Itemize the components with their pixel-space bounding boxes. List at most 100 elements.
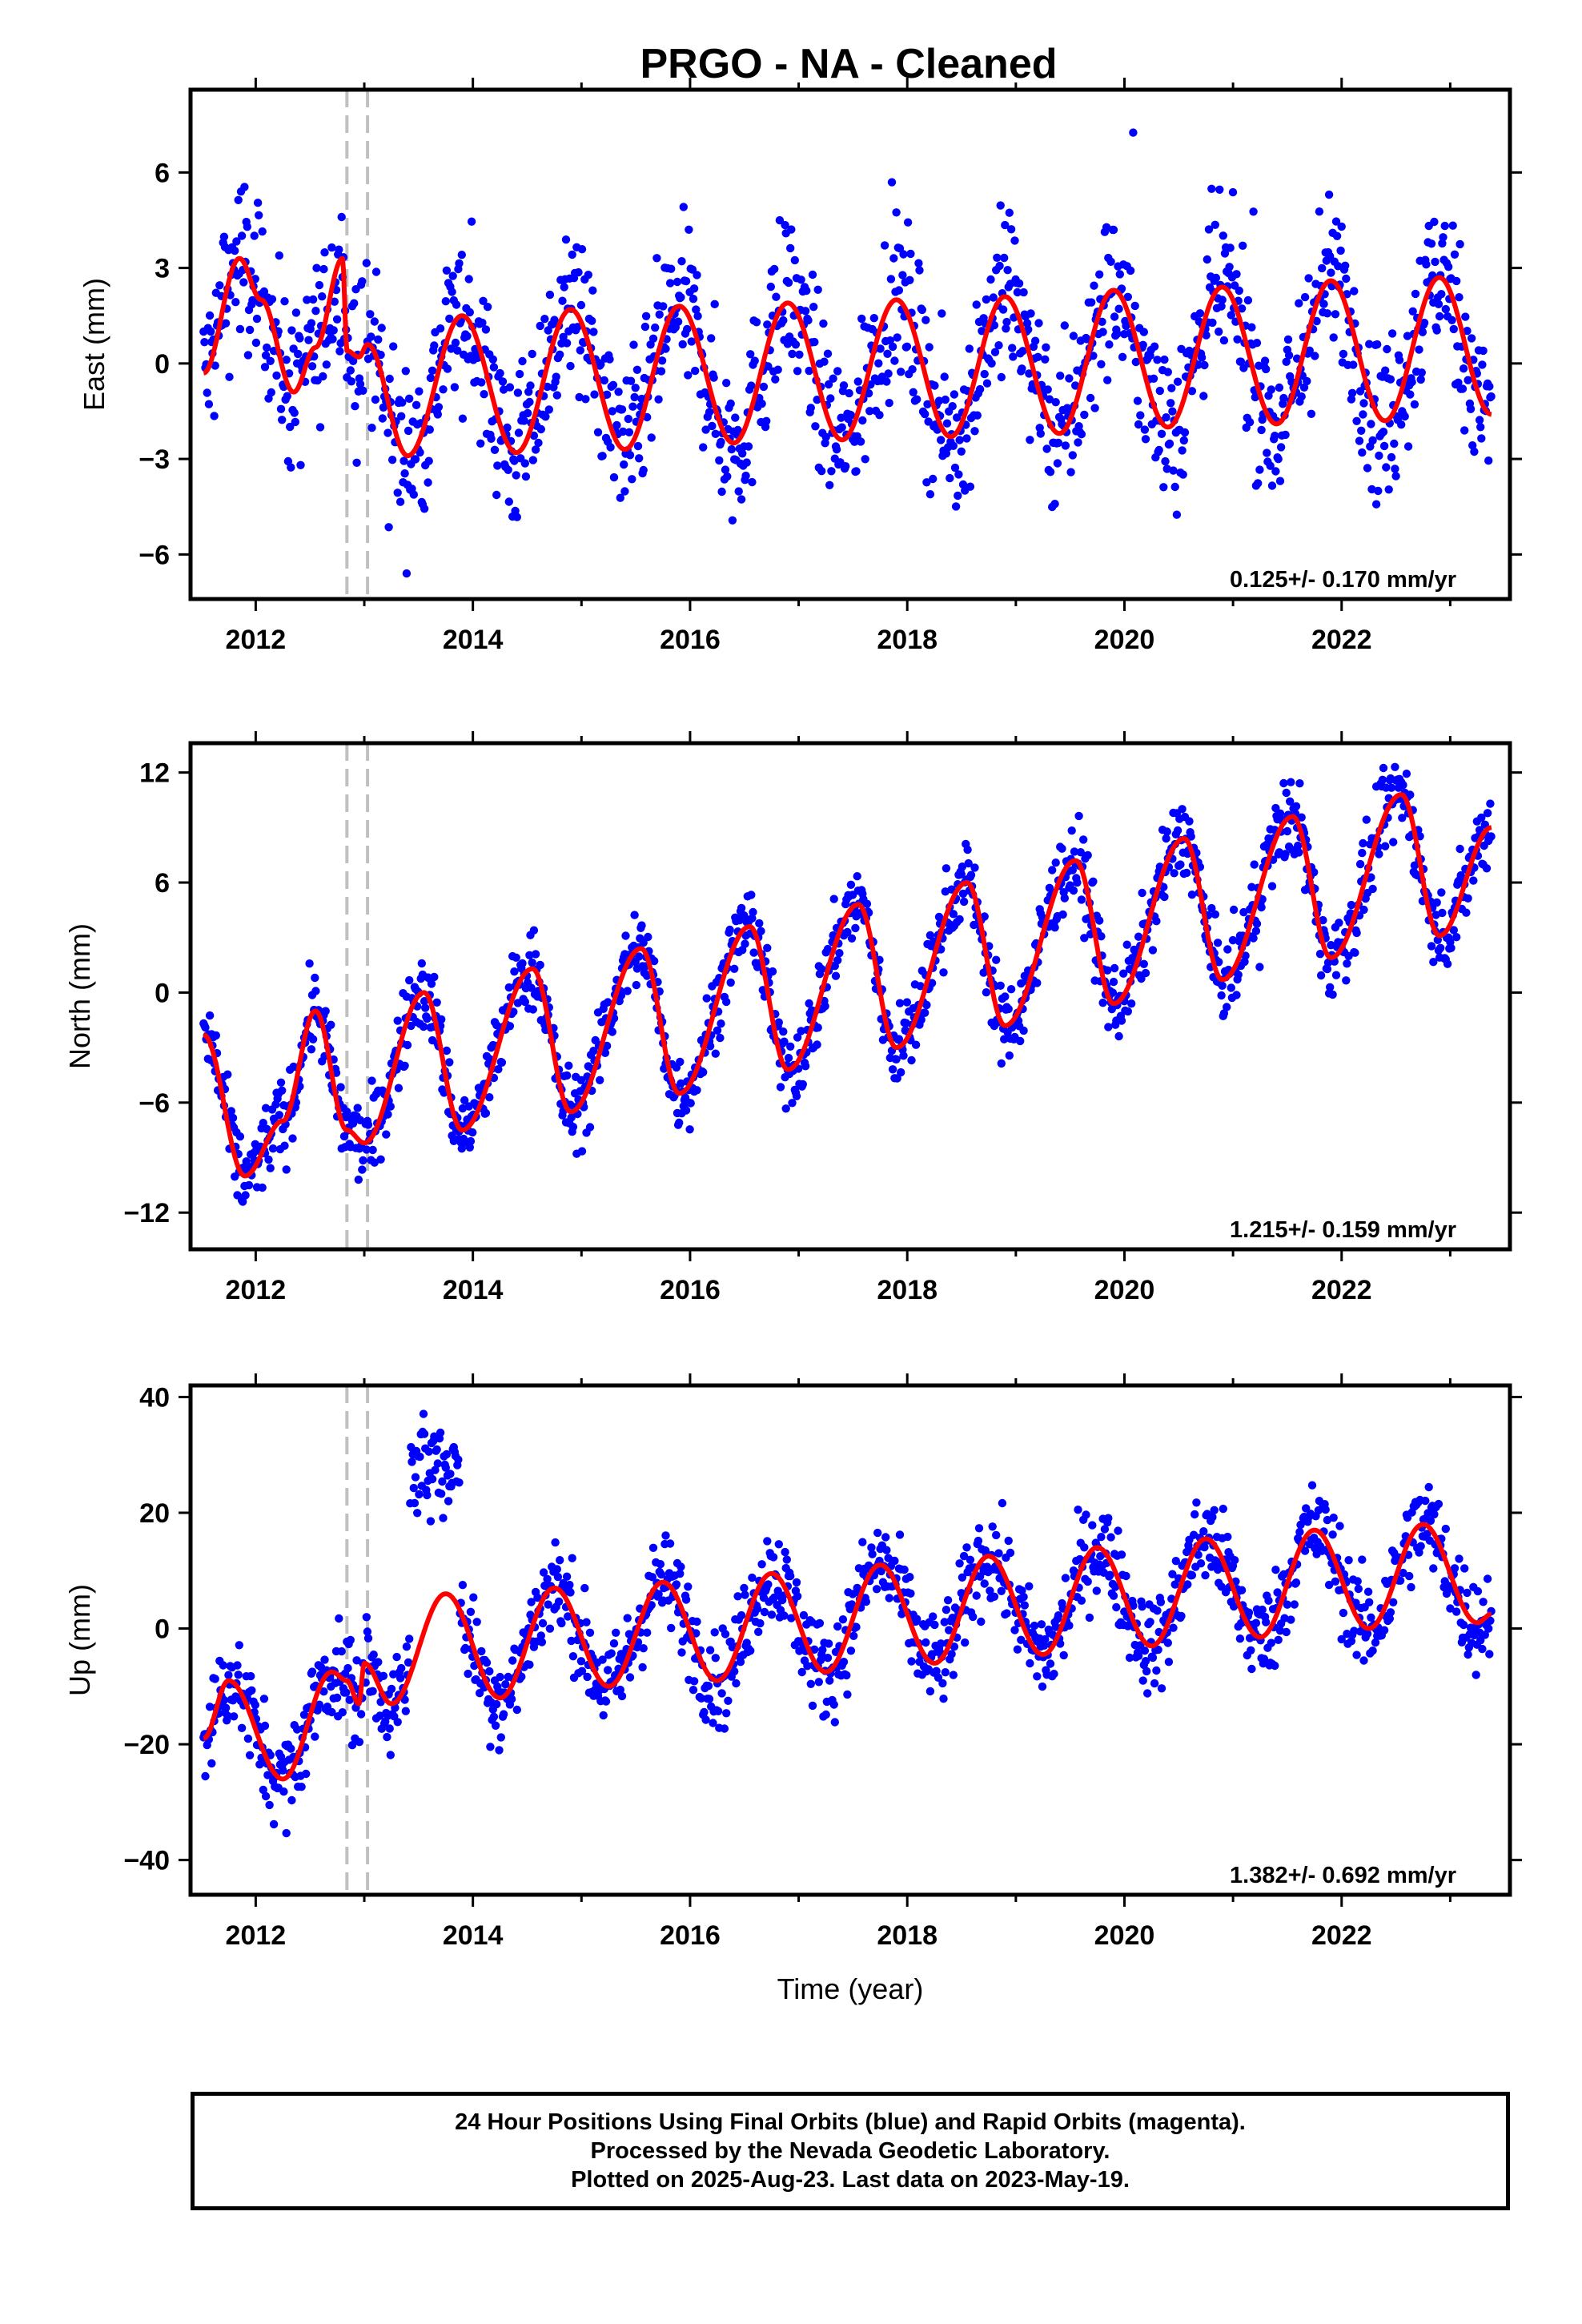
observation-point	[494, 1065, 503, 1074]
observation-point	[710, 1628, 719, 1637]
observation-point	[286, 422, 295, 432]
observation-point	[1480, 1630, 1490, 1639]
observation-point	[717, 1019, 725, 1028]
observation-point	[710, 300, 719, 308]
observation-point	[512, 953, 520, 963]
observation-point	[576, 346, 584, 355]
observation-point	[939, 1695, 948, 1703]
observation-point	[1002, 1609, 1011, 1618]
observation-point	[260, 1721, 270, 1731]
observation-point	[823, 1654, 833, 1663]
observation-point	[1054, 1611, 1063, 1620]
observation-point	[901, 1019, 911, 1027]
observation-point	[677, 1648, 686, 1657]
observation-point	[294, 349, 303, 359]
observation-point	[1331, 971, 1341, 979]
observation-point	[409, 490, 418, 499]
observation-point	[730, 964, 739, 974]
observation-point	[824, 1639, 833, 1648]
observation-point	[247, 1671, 255, 1681]
observation-point	[988, 1522, 997, 1531]
observation-point	[781, 220, 789, 230]
observation-point	[1022, 319, 1032, 328]
observation-point	[269, 1819, 279, 1829]
observation-point	[657, 356, 667, 365]
observation-point	[996, 201, 1005, 210]
observation-point	[1026, 1659, 1034, 1668]
observation-point	[774, 1540, 783, 1549]
observation-point	[1455, 293, 1464, 302]
observation-point	[540, 315, 549, 324]
observation-point	[825, 480, 834, 489]
observation-point	[453, 346, 462, 355]
observation-point	[1187, 891, 1197, 899]
observation-point	[845, 388, 853, 398]
observation-point	[1417, 368, 1427, 377]
observation-point	[287, 1744, 295, 1753]
observation-point	[972, 1591, 981, 1600]
velocity-rate-label: 1.382+/- 0.692 mm/yr	[1230, 1863, 1456, 1888]
observation-point	[448, 271, 457, 280]
observation-point	[288, 1134, 297, 1143]
observation-point	[1162, 834, 1170, 843]
observation-point	[454, 1455, 463, 1464]
observation-point	[1484, 456, 1493, 465]
observation-point	[1080, 934, 1089, 943]
observation-point	[853, 872, 861, 881]
observation-point	[725, 925, 734, 935]
observation-point	[780, 1611, 789, 1620]
observation-point	[311, 1732, 319, 1741]
observation-point	[1280, 1614, 1289, 1622]
observation-point	[872, 1585, 881, 1594]
observation-point	[343, 1663, 352, 1673]
observation-point	[1283, 826, 1292, 836]
observation-point	[1058, 910, 1067, 919]
observation-point	[1138, 340, 1147, 349]
x-tick-label: 2014	[443, 1275, 504, 1305]
observation-point	[717, 437, 725, 447]
observation-point	[929, 1612, 938, 1621]
observation-point	[963, 845, 972, 854]
observation-point	[1363, 1629, 1372, 1638]
observation-point	[1219, 231, 1228, 240]
observation-point	[1427, 239, 1436, 248]
observation-point	[1452, 1607, 1461, 1616]
observation-point	[709, 1719, 717, 1727]
observation-point	[781, 1547, 789, 1557]
observation-point	[590, 390, 599, 399]
observation-point	[1157, 429, 1166, 438]
observation-point	[1449, 926, 1459, 935]
observation-point	[577, 1667, 587, 1675]
observation-point	[1182, 1547, 1191, 1557]
panel-frame	[188, 87, 1512, 601]
observation-point	[1195, 309, 1205, 318]
observation-point	[576, 300, 586, 310]
observation-point	[1250, 860, 1259, 869]
observation-point	[508, 1656, 517, 1665]
observation-point	[251, 338, 261, 348]
observation-point	[612, 420, 621, 430]
observation-point	[1041, 1634, 1050, 1644]
observation-point	[1407, 377, 1416, 387]
model-curve	[202, 255, 1493, 459]
observation-point	[432, 998, 441, 1007]
observation-point	[890, 356, 899, 365]
observation-point	[823, 944, 833, 954]
observation-point	[490, 445, 500, 454]
observation-point	[1423, 1530, 1431, 1538]
observation-point	[1001, 992, 1010, 1001]
observation-point	[760, 1607, 769, 1617]
observation-point	[625, 1673, 635, 1682]
observation-point	[219, 232, 229, 241]
observation-point	[639, 1644, 648, 1653]
observation-point	[993, 253, 1002, 262]
observation-point	[1068, 866, 1078, 875]
observation-point	[593, 428, 603, 436]
observation-point	[1283, 335, 1293, 344]
observation-point	[207, 1759, 216, 1768]
observation-point	[488, 355, 497, 364]
observation-point	[713, 1707, 723, 1715]
observation-point	[1329, 333, 1338, 342]
observation-point	[614, 388, 623, 396]
